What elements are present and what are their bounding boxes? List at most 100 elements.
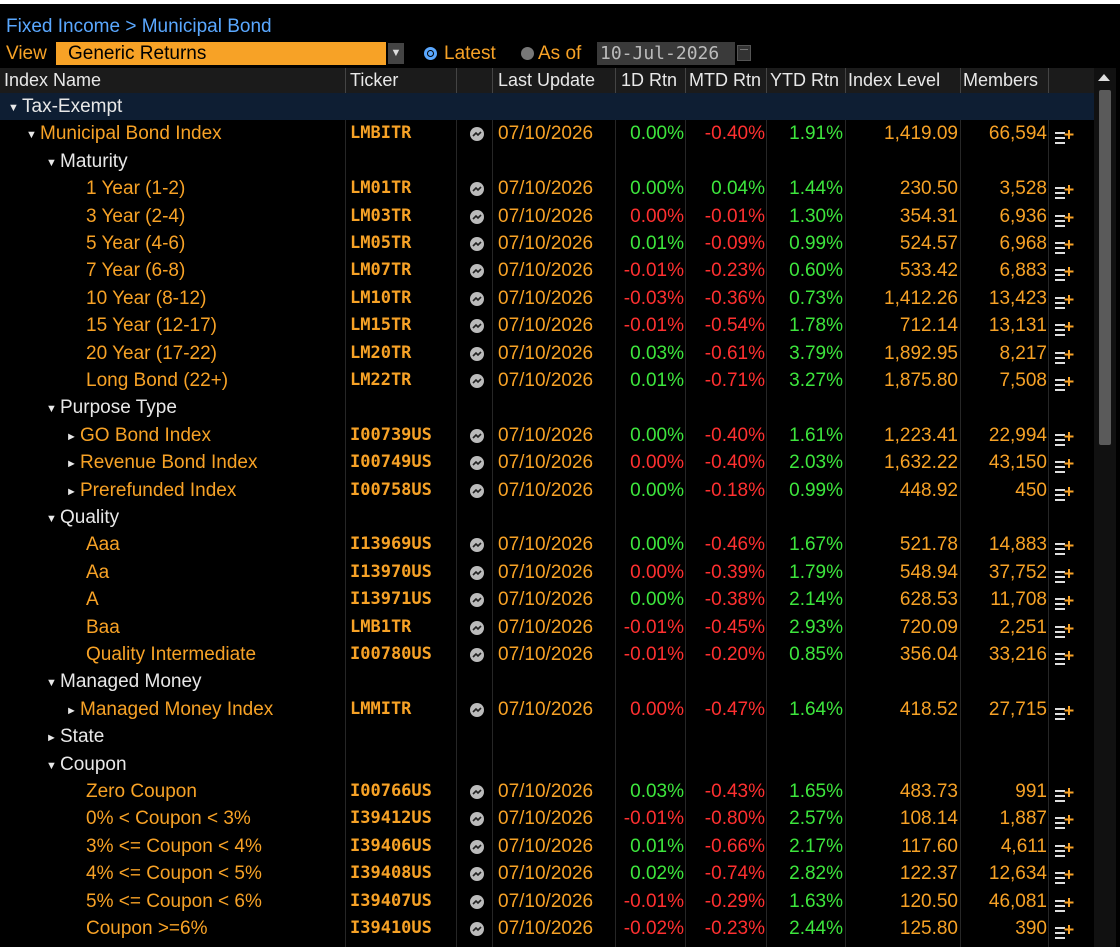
index-name-cell[interactable]: ▼ Coupon <box>46 751 127 778</box>
asof-date-input[interactable]: 10-Jul-2026 <box>597 42 735 65</box>
ticker-cell[interactable]: I39412US <box>350 808 432 829</box>
table-row[interactable]: 10 Year (8-12) LM10TR 07/10/2026 -0.03% -0.3… <box>0 285 1094 312</box>
section-row[interactable]: ▼ Quality <box>0 504 1094 531</box>
group-row[interactable]: ▼ Tax-Exempt <box>0 93 1094 121</box>
scrollbar-thumb[interactable] <box>1099 90 1111 445</box>
ticker-cell[interactable]: LM07TR <box>350 260 412 281</box>
asof-radio[interactable] <box>521 47 534 60</box>
chart-icon[interactable] <box>470 922 484 936</box>
table-row[interactable]: ▼ Municipal Bond Index LMBITR 07/10/2026 0.0… <box>0 120 1094 147</box>
chart-icon[interactable] <box>470 237 484 251</box>
col-header-1d-rtn[interactable]: 1D Rtn <box>621 70 678 90</box>
chart-icon[interactable] <box>470 346 484 361</box>
chart-icon[interactable] <box>470 127 484 142</box>
index-name-cell[interactable]: Coupon >=6% <box>86 915 208 942</box>
calendar-icon[interactable] <box>737 45 751 61</box>
ticker-cell[interactable]: I00766US <box>350 781 432 801</box>
ticker-cell[interactable]: LMBITR <box>350 123 412 144</box>
ticker-cell[interactable]: I00758US <box>350 479 432 500</box>
add-to-list-icon[interactable] <box>1055 209 1075 227</box>
chart-icon[interactable] <box>470 483 484 498</box>
index-name-cell[interactable]: 1 Year (1-2) <box>86 175 185 202</box>
expand-triangle-icon[interactable]: ▼ <box>46 513 57 525</box>
col-header-ticker[interactable]: Ticker <box>350 70 399 90</box>
index-name-cell[interactable]: 0% < Coupon < 3% <box>86 805 251 832</box>
section-row[interactable]: ▼ Maturity <box>0 148 1094 175</box>
add-to-list-icon[interactable] <box>1055 291 1075 309</box>
table-row[interactable]: ► Managed Money Index LMMITR 07/10/2026 0.00… <box>0 696 1094 723</box>
ticker-cell[interactable]: LM22TR <box>350 370 412 390</box>
breadcrumb[interactable]: Fixed Income > Municipal Bond <box>6 16 272 37</box>
scroll-up-icon[interactable] <box>1098 74 1110 81</box>
index-name-cell[interactable]: Zero Coupon <box>86 778 197 805</box>
chart-icon[interactable] <box>470 565 484 580</box>
chart-icon[interactable] <box>470 209 484 224</box>
add-to-list-icon[interactable] <box>1055 620 1075 638</box>
add-to-list-icon[interactable] <box>1055 537 1075 556</box>
view-select[interactable]: Generic Returns <box>56 42 386 65</box>
index-name-cell[interactable]: ▼ Municipal Bond Index <box>26 120 222 147</box>
ticker-cell[interactable]: LM20TR <box>350 342 412 363</box>
asof-radio-label[interactable]: As of <box>538 43 582 64</box>
expand-triangle-icon[interactable]: ▼ <box>46 759 57 772</box>
add-to-list-icon[interactable] <box>1055 236 1075 254</box>
chart-icon[interactable] <box>470 319 484 334</box>
ticker-cell[interactable]: LM15TR <box>350 315 412 336</box>
index-name-cell[interactable]: Long Bond (22+) <box>86 367 228 394</box>
ticker-cell[interactable]: LMMITR <box>350 698 412 719</box>
col-header-ytd-rtn[interactable]: YTD Rtn <box>770 70 840 90</box>
index-name-cell[interactable]: A <box>86 586 99 613</box>
table-row[interactable]: 15 Year (12-17) LM15TR 07/10/2026 -0.01% -0.… <box>0 312 1094 339</box>
expand-triangle-icon[interactable]: ▼ <box>46 156 57 169</box>
index-name-cell[interactable]: ▼ Maturity <box>46 148 128 175</box>
ticker-cell[interactable]: LM10TR <box>350 287 412 308</box>
index-name-cell[interactable]: 7 Year (6-8) <box>86 257 185 284</box>
latest-radio-label[interactable]: Latest <box>444 43 496 64</box>
add-to-list-icon[interactable] <box>1055 181 1075 200</box>
ticker-cell[interactable]: I00749US <box>350 452 432 473</box>
table-row[interactable]: 0% < Coupon < 3% I39412US 07/10/2026 -0.01%… <box>0 805 1094 832</box>
add-to-list-icon[interactable] <box>1055 647 1075 665</box>
table-row[interactable]: ► Prerefunded Index I00758US 07/10/2026 0.00… <box>0 477 1094 504</box>
add-to-list-icon[interactable] <box>1055 702 1075 720</box>
col-header-last-update[interactable]: Last Update <box>498 70 596 90</box>
ticker-cell[interactable]: LM03TR <box>350 205 412 226</box>
ticker-cell[interactable]: I00780US <box>350 644 432 664</box>
chart-icon[interactable] <box>470 428 484 443</box>
chart-icon[interactable] <box>470 702 484 717</box>
chart-icon[interactable] <box>470 785 484 799</box>
chevron-down-icon[interactable]: ▼ <box>388 43 404 64</box>
add-to-list-icon[interactable] <box>1055 346 1075 364</box>
ticker-cell[interactable]: I39408US <box>350 863 432 884</box>
collapsed-triangle-icon[interactable]: ► <box>66 485 77 498</box>
index-name-cell[interactable]: Quality Intermediate <box>86 641 256 668</box>
col-header-index-level[interactable]: Index Level <box>848 70 941 90</box>
section-row[interactable]: ▼ Managed Money <box>0 668 1094 695</box>
index-name-cell[interactable]: Aaa <box>86 531 120 558</box>
index-name-cell[interactable]: ► Managed Money Index <box>66 696 273 723</box>
index-name-cell[interactable]: 5% <= Coupon < 6% <box>86 888 262 915</box>
table-row[interactable]: ► Revenue Bond Index I00749US 07/10/2026 0.0… <box>0 449 1094 476</box>
add-to-list-icon[interactable] <box>1055 839 1075 857</box>
chart-icon[interactable] <box>470 264 484 279</box>
table-row[interactable]: 7 Year (6-8) LM07TR 07/10/2026 -0.01% -0.23%… <box>0 257 1094 284</box>
expand-triangle-icon[interactable]: ▼ <box>26 129 37 142</box>
index-name-cell[interactable]: ▼ Tax-Exempt <box>8 93 122 120</box>
chart-icon[interactable] <box>470 812 484 827</box>
index-name-cell[interactable]: 3% <= Coupon < 4% <box>86 833 262 860</box>
index-name-cell[interactable]: 3 Year (2-4) <box>86 203 185 230</box>
table-row[interactable]: 5% <= Coupon < 6% I39407US 07/10/2026 -0.01… <box>0 888 1094 915</box>
collapsed-triangle-icon[interactable]: ► <box>66 430 77 443</box>
ticker-cell[interactable]: I13971US <box>350 589 432 610</box>
ticker-cell[interactable]: LM05TR <box>350 233 412 253</box>
index-name-cell[interactable]: ► Prerefunded Index <box>66 477 236 504</box>
table-row[interactable]: Zero Coupon I00766US 07/10/2026 0.03% -0.43%… <box>0 778 1094 805</box>
index-name-cell[interactable]: ► State <box>46 723 104 750</box>
index-name-cell[interactable]: 15 Year (12-17) <box>86 312 217 339</box>
table-row[interactable]: ► GO Bond Index I00739US 07/10/2026 0.00% -0.… <box>0 422 1094 449</box>
ticker-cell[interactable]: I39407US <box>350 890 432 911</box>
table-row[interactable]: 3 Year (2-4) LM03TR 07/10/2026 0.00% -0.01% 1… <box>0 203 1094 230</box>
chart-icon[interactable] <box>470 620 484 635</box>
chart-icon[interactable] <box>470 839 484 854</box>
add-to-list-icon[interactable] <box>1055 373 1075 391</box>
